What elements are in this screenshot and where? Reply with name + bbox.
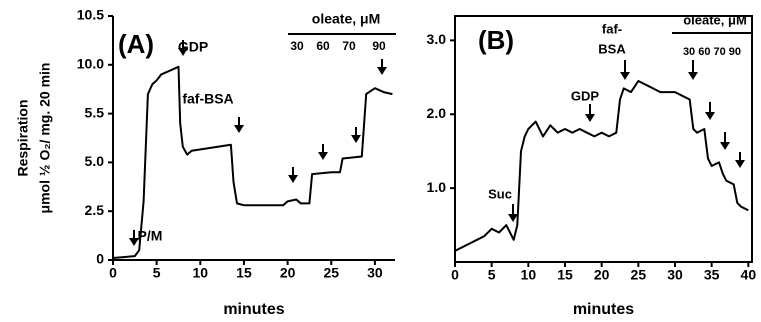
arrow-head [705, 112, 715, 120]
x-tick-label: 25 [631, 267, 647, 283]
annotation: oleate, μM [312, 11, 380, 27]
x-tick-label: 40 [741, 267, 757, 283]
x-tick-label: 5 [153, 265, 161, 281]
arrow-head [288, 175, 298, 183]
annotation: oleate, μM [683, 12, 747, 27]
x-tick-label: 30 [367, 265, 383, 281]
annotation: 70 [342, 39, 356, 53]
x-tick-label: 15 [557, 267, 573, 283]
arrow-head [178, 48, 188, 56]
x-axis-label: minutes [223, 301, 284, 318]
x-tick-label: 0 [451, 267, 459, 283]
arrow-head [377, 67, 387, 75]
arrow-head [234, 125, 244, 133]
x-tick-label: 10 [521, 267, 537, 283]
y-tick-label: 0 [96, 251, 104, 267]
y-axis-label: μmol ½ O₂/ mg. 20 min [37, 63, 53, 214]
data-line [112, 65, 393, 259]
panel-label: (A) [118, 29, 154, 59]
arrow-head [720, 142, 730, 150]
x-tick-label: 20 [280, 265, 296, 281]
arrow-head [351, 135, 361, 143]
x-tick-label: 5 [488, 267, 496, 283]
y-tick-label: 5.5 [85, 104, 105, 120]
annotation: 90 [372, 39, 386, 53]
y-tick-label: 1.0 [427, 179, 447, 195]
y-tick-label: 10.0 [77, 56, 104, 72]
annotation: 30 60 70 90 [683, 46, 741, 58]
x-tick-label: 35 [704, 267, 720, 283]
arrow-head [318, 152, 328, 160]
data-line [454, 80, 749, 252]
annotation: P/M [138, 228, 163, 244]
y-tick-label: 10.5 [77, 7, 104, 23]
annotation: 60 [316, 39, 330, 53]
arrow-head [620, 72, 630, 80]
arrow-head [129, 238, 139, 246]
arrow-head [585, 114, 595, 122]
panel-label: (B) [478, 25, 514, 55]
x-tick-label: 30 [667, 267, 683, 283]
x-tick-label: 15 [236, 265, 252, 281]
y-tick-label: 3.0 [427, 31, 447, 47]
arrow-head [688, 72, 698, 80]
y-tick-label: 5.0 [85, 153, 105, 169]
plot-frame [454, 15, 753, 263]
annotation: faf-BSA [182, 91, 233, 107]
annotation: Suc [488, 186, 512, 201]
annotation: 30 [290, 39, 304, 53]
y-tick-label: 2.5 [85, 202, 105, 218]
annotation: faf- [602, 21, 622, 36]
x-axis-label: minutes [573, 301, 634, 318]
arrow-head [508, 214, 518, 222]
annotation: GDP [571, 88, 600, 103]
x-tick-label: 0 [109, 265, 117, 281]
x-tick-label: 25 [323, 265, 339, 281]
arrow-head [735, 160, 745, 168]
y-axis-label: Respiration [15, 99, 31, 176]
y-tick-label: 2.0 [427, 105, 447, 121]
x-tick-label: 10 [193, 265, 209, 281]
annotation: BSA [598, 41, 626, 56]
x-tick-label: 20 [594, 267, 610, 283]
